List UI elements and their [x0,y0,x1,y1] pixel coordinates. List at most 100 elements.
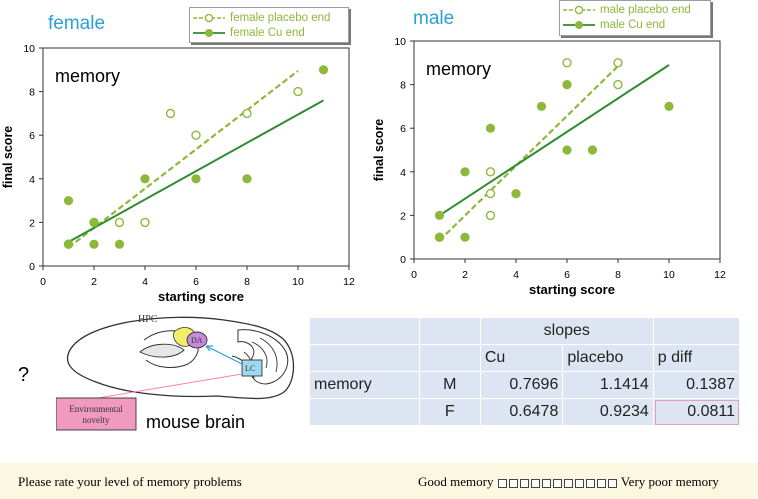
rating-box[interactable] [596,478,606,488]
rating-box[interactable] [563,478,573,488]
legend-marker-filled [563,21,595,29]
rating-box[interactable] [530,478,540,488]
cell-sex: M [419,372,481,399]
question-mark: ? [18,364,30,386]
placebo-fit-line [438,65,619,242]
cu-point [562,80,572,90]
da-label: DA [191,336,203,345]
cu-point [63,239,74,249]
cu-point [434,232,445,242]
slopes-header: slopes [480,318,654,345]
cu-point [191,174,201,184]
x-tick-label: 8 [244,276,250,288]
x-tick-label: 0 [40,276,46,288]
y-tick-label: 4 [29,174,35,186]
y-tick-label: 10 [23,43,35,55]
rating-box[interactable] [585,478,595,488]
cu-point [511,189,521,199]
legend-male: male placebo end male Cu end [559,0,711,36]
y-tick-label: 4 [400,167,406,179]
chart-title-female: female [48,13,106,34]
y-axis-label: final score [372,119,386,182]
cu-point [536,101,547,111]
cell-cu: 0.7696 [480,372,564,399]
x-tick-label: 12 [714,269,726,281]
legend-marker-open [193,13,225,23]
cu-fit-line [68,99,324,243]
col-pdiff: p diff [653,345,740,372]
hpc-label: HPC [138,314,158,325]
cu-point [140,174,150,184]
legend-label-female-cu: female Cu end [230,27,305,39]
x-tick-label: 4 [142,276,148,288]
x-tick-label: 6 [564,269,570,281]
cu-point [460,167,470,177]
cu-point [664,101,674,111]
rating-box[interactable] [574,478,584,488]
table-row: slopes [310,318,740,345]
mouse-brain-caption: mouse brain [146,412,246,432]
placebo-point [165,108,176,119]
cu-point [318,65,329,75]
legend-label-female-placebo: female placebo end [230,12,331,24]
chart-title-male: male [413,8,455,29]
placebo-point [191,130,201,140]
scale-right-label: Very poor memory [620,474,719,489]
y-axis-label: final score [1,126,15,189]
table-row: F 0.6478 0.9234 0.0811 [310,399,740,426]
lc-label: LC [245,364,255,373]
rating-box[interactable] [541,478,551,488]
cell-pdiff: 0.1387 [653,372,740,399]
rating-box[interactable] [508,478,518,488]
x-tick-label: 8 [615,269,621,281]
cu-point [89,239,99,249]
cu-point [242,174,252,184]
cu-point [63,196,74,206]
col-placebo: placebo [563,345,654,372]
mouse-brain-diagram: HPC DA LC Environmental novelty [56,314,295,431]
legend-marker-open [563,5,595,15]
col-cu: Cu [480,345,564,372]
x-tick-label: 2 [91,276,97,288]
x-tick-label: 0 [411,269,417,281]
plot-annotation: memory [426,59,491,79]
rating-box[interactable] [497,478,507,488]
placebo-point [485,167,496,177]
placebo-point [485,210,496,221]
cell-placebo: 0.9234 [563,399,654,426]
cell-placebo: 1.1414 [563,372,654,399]
y-tick-label: 6 [400,123,406,135]
row-label-memory: memory [310,372,420,399]
survey-bar: Please rate your level of memory problem… [0,463,758,499]
rating-box[interactable] [519,478,529,488]
legend-marker-filled [193,29,225,37]
placebo-point [114,217,125,228]
y-tick-label: 10 [394,36,406,48]
placebo-point [613,79,623,90]
x-tick-label: 6 [193,276,199,288]
y-tick-label: 0 [29,261,35,273]
x-axis-label: starting score [529,282,615,297]
placebo-fit-line [67,70,299,249]
cu-fit-line [438,64,670,217]
x-tick-label: 12 [343,276,355,288]
legend-female: female placebo end female Cu end [189,7,349,43]
cu-point [562,145,572,155]
cu-point [89,217,99,227]
placebo-point [293,86,303,97]
cell-pdiff-highlighted: 0.0811 [653,399,740,426]
placebo-point [140,217,150,228]
plot-frame [42,47,350,267]
table-row: Cu placebo p diff [310,345,740,372]
environmental-label: Environmental [69,404,123,414]
legend-label-male-cu: male Cu end [600,19,666,31]
y-tick-label: 8 [29,87,35,99]
placebo-point [242,108,252,119]
rating-box[interactable] [607,478,617,488]
plot-annotation: memory [55,66,120,86]
rating-box[interactable] [552,478,562,488]
survey-question: Please rate your level of memory problem… [18,474,242,489]
cell-cu: 0.6478 [480,399,564,426]
slopes-table: slopes Cu placebo p diff memory M 0.7696… [310,318,740,426]
